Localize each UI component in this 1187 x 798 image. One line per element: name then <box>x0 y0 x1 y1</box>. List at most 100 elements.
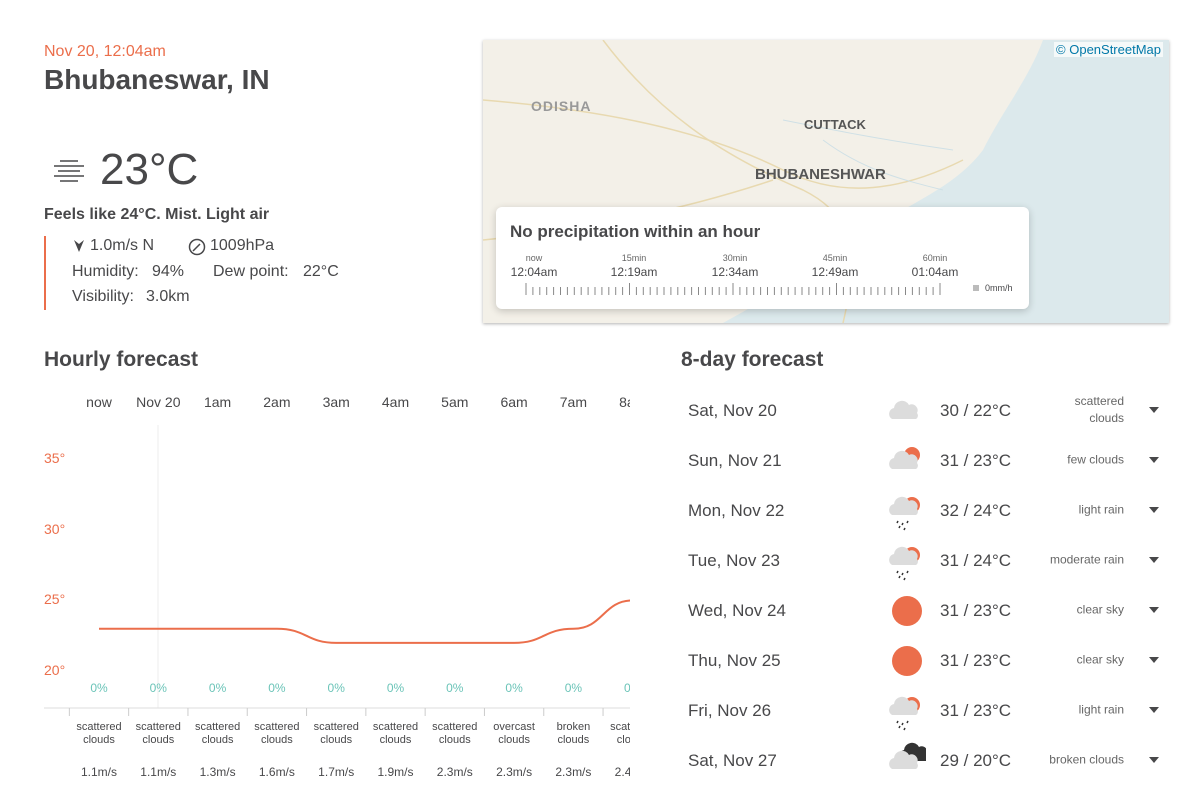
scale-swatch <box>973 285 979 291</box>
precipitation-time: 12:49am <box>811 265 859 279</box>
expand-chevron[interactable] <box>1148 456 1160 464</box>
condition: scattered clouds <box>194 721 241 746</box>
day-date: Tue, Nov 23 <box>688 551 780 570</box>
summary: Feels like 24°C. Mist. Light air <box>44 206 270 223</box>
precipitation-time: 12:34am <box>711 265 759 279</box>
expand-chevron[interactable] <box>1148 556 1160 564</box>
precipitation-card: No precipitation within an hour 0mm/h no… <box>496 207 1029 309</box>
y-tick-label: 35° <box>44 449 66 466</box>
wind: 2.4m/s <box>614 765 630 779</box>
rain-drop <box>896 720 899 724</box>
rain-drop <box>901 722 904 726</box>
rain-drop <box>901 522 904 526</box>
chevron <box>1149 607 1159 613</box>
day-row: Mon, Nov 22 32 / 24°C light rain <box>680 485 1170 535</box>
hourly-forecast: 35° 30° 25° 20° now 0% scattered clouds 1.1m/s N… <box>0 380 630 798</box>
day-row: Sun, Nov 21 31 / 23°C few clouds <box>680 435 1170 485</box>
wind: 1.7m/s <box>318 765 355 779</box>
day-description: scattered clouds <box>1074 394 1124 425</box>
hour-label: 8am <box>619 394 630 410</box>
precipitation: 0% <box>624 681 630 695</box>
visibility-label: Visibility: <box>72 288 134 305</box>
day-temp: 31 / 23°C <box>940 651 1012 670</box>
day-temp: 32 / 24°C <box>940 501 1012 520</box>
wind: 2.3m/s <box>555 765 592 779</box>
hour-label: 1am <box>203 394 232 410</box>
y-tick-label: 30° <box>44 520 66 537</box>
weather-icon <box>889 496 920 531</box>
day-row: Tue, Nov 23 31 / 24°C moderate rain <box>680 535 1170 585</box>
weather-icon <box>889 546 920 581</box>
daily-title: 8-day forecast <box>681 348 824 371</box>
precipitation-ticks <box>525 283 941 295</box>
sun <box>892 596 922 626</box>
day-date: Mon, Nov 22 <box>688 501 785 520</box>
rain-drop <box>903 577 906 581</box>
day-temp: 31 / 24°C <box>940 551 1012 570</box>
weather-icon <box>892 596 922 626</box>
map[interactable]: ODISHA CUTTACK BHUBANESHWAR © OpenStreet… <box>483 40 1169 323</box>
chevron <box>1149 657 1159 663</box>
wind: 2.3m/s <box>436 765 473 779</box>
precipitation-time: 12:04am <box>510 265 558 279</box>
weather-icon <box>889 696 920 731</box>
rain-drop <box>906 520 909 524</box>
expand-chevron[interactable] <box>1148 656 1160 664</box>
expand-chevron[interactable] <box>1148 706 1160 714</box>
map-attribution[interactable]: © OpenStreetMap <box>1054 42 1163 57</box>
expand-chevron[interactable] <box>1148 406 1160 414</box>
wind: 1.9m/s <box>377 765 414 779</box>
weather-icon <box>889 400 918 419</box>
expand-chevron[interactable] <box>1148 606 1160 614</box>
day-row: Thu, Nov 25 31 / 23°C clear sky <box>680 635 1170 685</box>
chevron <box>1149 757 1159 763</box>
day-date: Thu, Nov 25 <box>688 651 781 670</box>
hour-label: 6am <box>500 394 528 410</box>
details-border <box>44 236 46 310</box>
precipitation: 0% <box>505 681 523 695</box>
chevron <box>1149 507 1159 513</box>
day-description: broken clouds <box>1049 752 1124 767</box>
expand-chevron[interactable] <box>1148 506 1160 514</box>
mist-icon <box>54 160 84 182</box>
wind: 2.3m/s <box>496 765 533 779</box>
precipitation-time: 01:04am <box>911 265 959 279</box>
precipitation: 0% <box>149 681 167 695</box>
day-temp: 31 / 23°C <box>940 451 1012 470</box>
y-tick-label: 25° <box>44 591 66 608</box>
rain-drop <box>896 520 899 524</box>
day-date: Sun, Nov 21 <box>688 451 782 470</box>
chevron <box>1149 407 1159 413</box>
temperature-line <box>99 599 630 644</box>
humidity-label: Humidity: <box>72 263 139 280</box>
day-date: Sat, Nov 27 <box>688 751 777 770</box>
precipitation: 0% <box>386 681 405 695</box>
chevron <box>1149 457 1159 463</box>
day-description: light rain <box>1078 502 1124 517</box>
wind: 1.3m/s <box>199 765 236 779</box>
datetime: Nov 20, 12:04am <box>44 43 166 60</box>
wind: 1.0m/s N <box>90 237 155 254</box>
precipitation-offset: 60min <box>922 253 948 263</box>
rain-drop <box>903 727 906 731</box>
cloud <box>889 696 918 715</box>
humidity: 94% <box>152 263 185 280</box>
weather-icon <box>892 646 922 676</box>
expand-chevron[interactable] <box>1148 756 1160 764</box>
map-label: ODISHA <box>531 98 592 114</box>
day-description: clear sky <box>1076 652 1124 667</box>
precipitation-scale: 0mm/h <box>985 283 1013 293</box>
day-row: Sat, Nov 20 30 / 22°C scattered clouds <box>680 385 1170 435</box>
precipitation: 0% <box>564 681 583 695</box>
map-label: CUTTACK <box>804 117 866 132</box>
cloud <box>889 450 918 469</box>
precipitation-title: No precipitation within an hour <box>510 222 761 241</box>
y-tick-label: 20° <box>44 662 66 679</box>
condition: scattered clouds <box>610 721 630 746</box>
precipitation: 0% <box>90 681 108 695</box>
sun <box>892 646 922 676</box>
location: Bhubaneswar, IN <box>44 64 270 95</box>
cloud <box>889 496 918 515</box>
map-label: BHUBANESHWAR <box>755 166 886 183</box>
